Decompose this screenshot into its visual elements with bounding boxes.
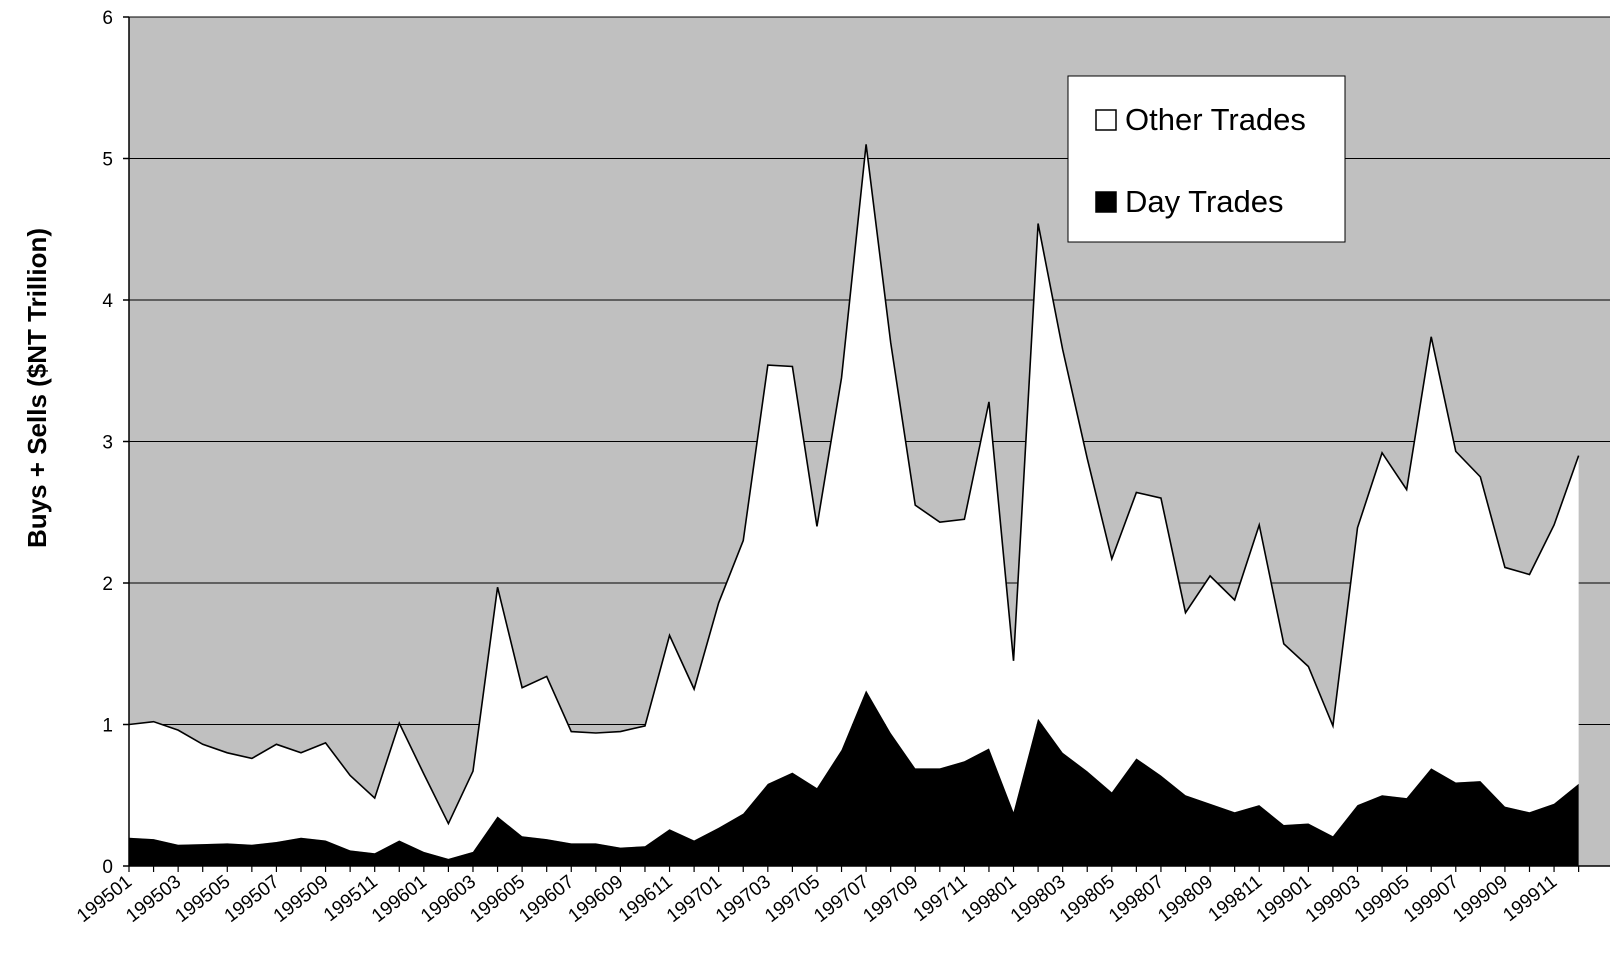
x-tick-label: 199903 <box>1302 871 1365 927</box>
legend-swatch-other-trades <box>1095 109 1117 131</box>
legend-label-day-trades: Day Trades <box>1125 184 1284 219</box>
y-tick-labels: 0 1 2 3 4 5 6 <box>102 8 129 878</box>
x-tick-label: 199911 <box>1499 871 1561 926</box>
area-day-trades <box>129 690 1579 866</box>
y-tick-label: 6 <box>102 8 113 29</box>
x-tick-label: 199705 <box>761 871 824 927</box>
x-tick-label: 199701 <box>663 871 726 927</box>
x-tick-label: 199901 <box>1253 871 1316 927</box>
y-tick-label: 2 <box>102 574 113 595</box>
x-tick-label: 199511 <box>320 871 382 926</box>
x-tick-label: 199601 <box>368 871 431 927</box>
x-tick-label: 199603 <box>417 871 480 927</box>
x-tick-label: 199609 <box>565 871 628 927</box>
legend: Other Trades Day Trades <box>1067 75 1346 243</box>
x-tick-label: 199905 <box>1351 871 1414 927</box>
x-tick-label: 199811 <box>1205 871 1267 926</box>
x-tick-label: 199505 <box>171 871 234 927</box>
x-tick-label: 199805 <box>1056 871 1119 927</box>
y-tick-label: 0 <box>102 857 113 878</box>
x-tick-label: 199707 <box>810 871 873 927</box>
x-tick-label: 199605 <box>466 871 529 927</box>
y-tick-label: 4 <box>102 291 113 312</box>
area-series <box>128 144 1580 866</box>
x-tick-label: 199807 <box>1105 871 1168 927</box>
x-tick-label: 199509 <box>270 871 333 927</box>
x-tick-label: 199503 <box>122 871 185 927</box>
x-tick-label: 199711 <box>910 871 972 926</box>
y-tick-label: 1 <box>102 716 113 737</box>
y-axis-label: Buys + Sells ($NT Trillion) <box>22 228 52 548</box>
x-tick-label: 199809 <box>1154 871 1217 927</box>
x-tick-label: 199611 <box>615 871 677 926</box>
x-tick-label: 199801 <box>958 871 1021 927</box>
x-tick-label: 199909 <box>1449 871 1512 927</box>
x-tick-label: 199607 <box>515 871 578 927</box>
x-tick-label: 199703 <box>712 871 775 927</box>
line-other-trades <box>128 144 1580 826</box>
x-tick-label: 199501 <box>73 871 136 927</box>
area-other-trades <box>129 144 1579 859</box>
x-tick-labels: 1995011995031995051995071995091995111996… <box>73 866 1580 927</box>
x-tick-label: 199907 <box>1400 871 1463 927</box>
legend-box <box>1067 75 1346 243</box>
y-tick-label: 3 <box>102 433 113 454</box>
legend-label-other-trades: Other Trades <box>1125 102 1306 137</box>
x-tick-label: 199507 <box>221 871 284 927</box>
x-tick-label: 199803 <box>1007 871 1070 927</box>
legend-swatch-day-trades <box>1095 191 1117 213</box>
x-tick-label: 199709 <box>859 871 922 927</box>
y-tick-label: 5 <box>102 150 113 171</box>
